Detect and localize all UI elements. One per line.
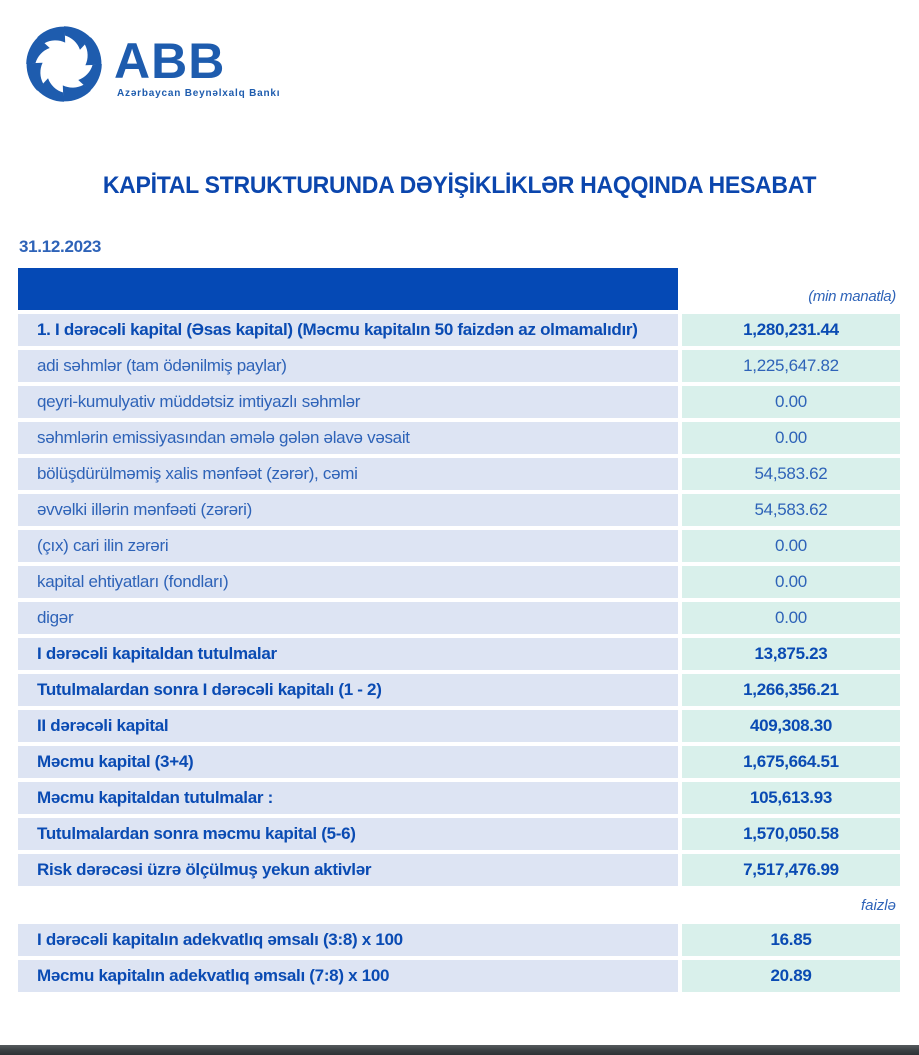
- row-label: Məcmu kapitalın adekvatlıq əmsalı (7:8) …: [18, 960, 678, 992]
- table-row: Tutulmalardan sonra məcmu kapital (5-6) …: [18, 818, 900, 850]
- row-label: digər: [18, 602, 678, 634]
- row-label: Məcmu kapital (3+4): [18, 746, 678, 778]
- table-header-row: (min manatla): [18, 268, 900, 310]
- row-label: I dərəcəli kapitaldan tutulmalar: [18, 638, 678, 670]
- row-label: adi səhmlər (tam ödənilmiş paylar): [18, 350, 678, 382]
- table-row: bölüşdürülməmiş xalis mənfəət (zərər), c…: [18, 458, 900, 490]
- row-label: kapital ehtiyatları (fondları): [18, 566, 678, 598]
- table-row: Tutulmalardan sonra I dərəcəli kapitalı …: [18, 674, 900, 706]
- report-date: 31.12.2023: [19, 237, 102, 256]
- row-label: səhmlərin emissiyasından əmələ gələn əla…: [18, 422, 678, 454]
- page-title: KAPİTAL STRUKTURUNDA DƏYİŞİKLİKLƏR HAQQI…: [102, 172, 817, 199]
- capital-structure-table: (min manatla) 1. I dərəcəli kapital (Əsa…: [18, 268, 900, 992]
- ratio-row: Məcmu kapitalın adekvatlıq əmsalı (7:8) …: [18, 960, 900, 992]
- row-value: 1,570,050.58: [682, 818, 900, 850]
- row-value: 54,583.62: [682, 458, 900, 490]
- table-row: qeyri-kumulyativ müddətsiz imtiyazlı səh…: [18, 386, 900, 418]
- table-row: (çıx) cari ilin zərəri 0.00: [18, 530, 900, 562]
- row-value: 1,266,356.21: [682, 674, 900, 706]
- row-label: Risk dərəcəsi üzrə ölçülmuş yekun aktivl…: [18, 854, 678, 886]
- table-row: səhmlərin emissiyasından əmələ gələn əla…: [18, 422, 900, 454]
- row-value: 1,225,647.82: [682, 350, 900, 382]
- row-value: 16.85: [682, 924, 900, 956]
- brand-tagline: Azərbaycan Beynəlxalq Bankı: [117, 87, 281, 99]
- row-value: 20.89: [682, 960, 900, 992]
- row-label: Tutulmalardan sonra I dərəcəli kapitalı …: [18, 674, 678, 706]
- row-label: əvvəlki illərin mənfəəti (zərəri): [18, 494, 678, 526]
- row-value: 1,675,664.51: [682, 746, 900, 778]
- row-value: 0.00: [682, 386, 900, 418]
- table-row: kapital ehtiyatları (fondları) 0.00: [18, 566, 900, 598]
- table-row: adi səhmlər (tam ödənilmiş paylar) 1,225…: [18, 350, 900, 382]
- ratio-row: I dərəcəli kapitalın adekvatlıq əmsalı (…: [18, 924, 900, 956]
- table-row: digər 0.00: [18, 602, 900, 634]
- row-value: 0.00: [682, 530, 900, 562]
- table-row: 1. I dərəcəli kapital (Əsas kapital) (Mə…: [18, 314, 900, 346]
- row-value: 54,583.62: [682, 494, 900, 526]
- row-label: I dərəcəli kapitalın adekvatlıq əmsalı (…: [18, 924, 678, 956]
- row-label: qeyri-kumulyativ müddətsiz imtiyazlı səh…: [18, 386, 678, 418]
- brand-name: ABB: [114, 33, 226, 89]
- row-label: bölüşdürülməmiş xalis mənfəət (zərər), c…: [18, 458, 678, 490]
- bank-logo: ABB Azərbaycan Beynəlxalq Bankı: [22, 22, 280, 106]
- row-label: 1. I dərəcəli kapital (Əsas kapital) (Mə…: [18, 314, 678, 346]
- row-value: 105,613.93: [682, 782, 900, 814]
- table-header-bar: [18, 268, 678, 310]
- row-value: 0.00: [682, 422, 900, 454]
- table-row: Məcmu kapital (3+4) 1,675,664.51: [18, 746, 900, 778]
- units-note: (min manatla): [808, 288, 896, 305]
- row-value: 0.00: [682, 602, 900, 634]
- percent-note: faizlə: [18, 890, 900, 920]
- brand-text: ABB Azərbaycan Beynəlxalq Bankı: [114, 33, 281, 99]
- table-row: II dərəcəli kapital 409,308.30: [18, 710, 900, 742]
- row-label: (çıx) cari ilin zərəri: [18, 530, 678, 562]
- table-row: Məcmu kapitaldan tutulmalar : 105,613.93: [18, 782, 900, 814]
- row-value: 0.00: [682, 566, 900, 598]
- table-row: Risk dərəcəsi üzrə ölçülmuş yekun aktivl…: [18, 854, 900, 886]
- table-row: I dərəcəli kapitaldan tutulmalar 13,875.…: [18, 638, 900, 670]
- table-row: əvvəlki illərin mənfəəti (zərəri) 54,583…: [18, 494, 900, 526]
- row-value: 409,308.30: [682, 710, 900, 742]
- bottom-window-edge: [0, 1045, 919, 1055]
- row-value: 7,517,476.99: [682, 854, 900, 886]
- swirl-pinwheel-icon: [26, 26, 102, 102]
- row-label: II dərəcəli kapital: [18, 710, 678, 742]
- row-label: Məcmu kapitaldan tutulmalar :: [18, 782, 678, 814]
- row-value: 13,875.23: [682, 638, 900, 670]
- row-label: Tutulmalardan sonra məcmu kapital (5-6): [18, 818, 678, 850]
- row-value: 1,280,231.44: [682, 314, 900, 346]
